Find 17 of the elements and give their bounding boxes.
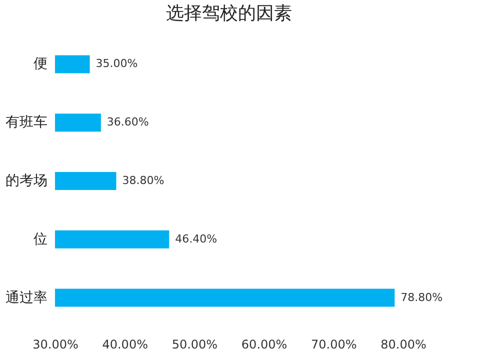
- y-tick-label: 的考场: [6, 172, 48, 188]
- data-label: 35.00%: [96, 57, 138, 70]
- x-tick-label: 70.00%: [311, 338, 357, 352]
- data-label: 38.80%: [122, 174, 164, 187]
- y-tick-label: 通过率: [6, 288, 48, 305]
- y-tick-label: 便: [34, 55, 48, 72]
- data-label: 78.80%: [400, 290, 443, 304]
- y-tick-label: 位: [34, 230, 48, 246]
- x-tick-label: 50.00%: [172, 338, 218, 352]
- x-tick-label: 30.00%: [32, 338, 78, 352]
- data-label: 36.60%: [106, 116, 149, 129]
- data-label: 46.40%: [175, 232, 218, 246]
- y-tick-label: 有班车: [6, 114, 48, 130]
- x-tick-label: 80.00%: [380, 338, 426, 352]
- x-tick-label: 60.00%: [241, 338, 288, 352]
- x-tick-label: 40.00%: [102, 338, 148, 352]
- chart-title: 选择驾校的因素: [166, 3, 292, 23]
